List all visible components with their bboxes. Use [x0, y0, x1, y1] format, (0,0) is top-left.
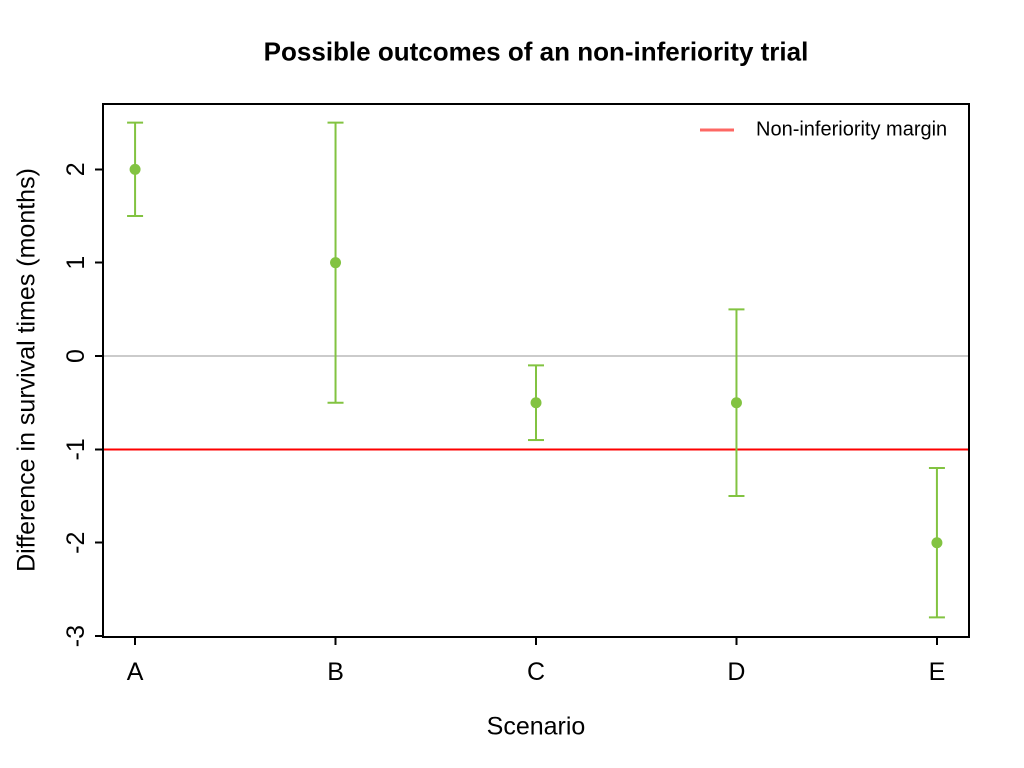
data-point-C	[530, 397, 542, 409]
y-tick-label--3: -3	[62, 625, 90, 647]
legend-line-swatch	[700, 128, 734, 132]
x-tick-label-E: E	[929, 658, 946, 686]
legend-label: Non-inferiority margin	[756, 118, 948, 141]
x-tick-label-C: C	[527, 658, 545, 686]
y-tick-label-0: 0	[62, 349, 90, 363]
chart-title: Possible outcomes of an non-inferiority …	[263, 36, 809, 67]
data-point-A	[129, 163, 141, 175]
y-tick-label--1: -1	[62, 438, 90, 460]
y-tick-label--2: -2	[62, 532, 90, 554]
y-tick-label-1: 1	[62, 256, 90, 270]
x-axis-label: Scenario	[486, 712, 586, 741]
y-tick-label-2: 2	[62, 162, 90, 176]
y-axis-label: Difference in survival times (months)	[12, 168, 41, 572]
legend: Non-inferiority margin	[700, 119, 947, 142]
x-tick-label-D: D	[727, 658, 745, 686]
x-tick-label-A: A	[127, 658, 144, 686]
x-tick-label-B: B	[327, 658, 344, 686]
plot-border	[102, 103, 970, 638]
data-point-D	[730, 397, 742, 409]
data-point-B	[330, 257, 342, 269]
data-point-E	[931, 537, 943, 549]
